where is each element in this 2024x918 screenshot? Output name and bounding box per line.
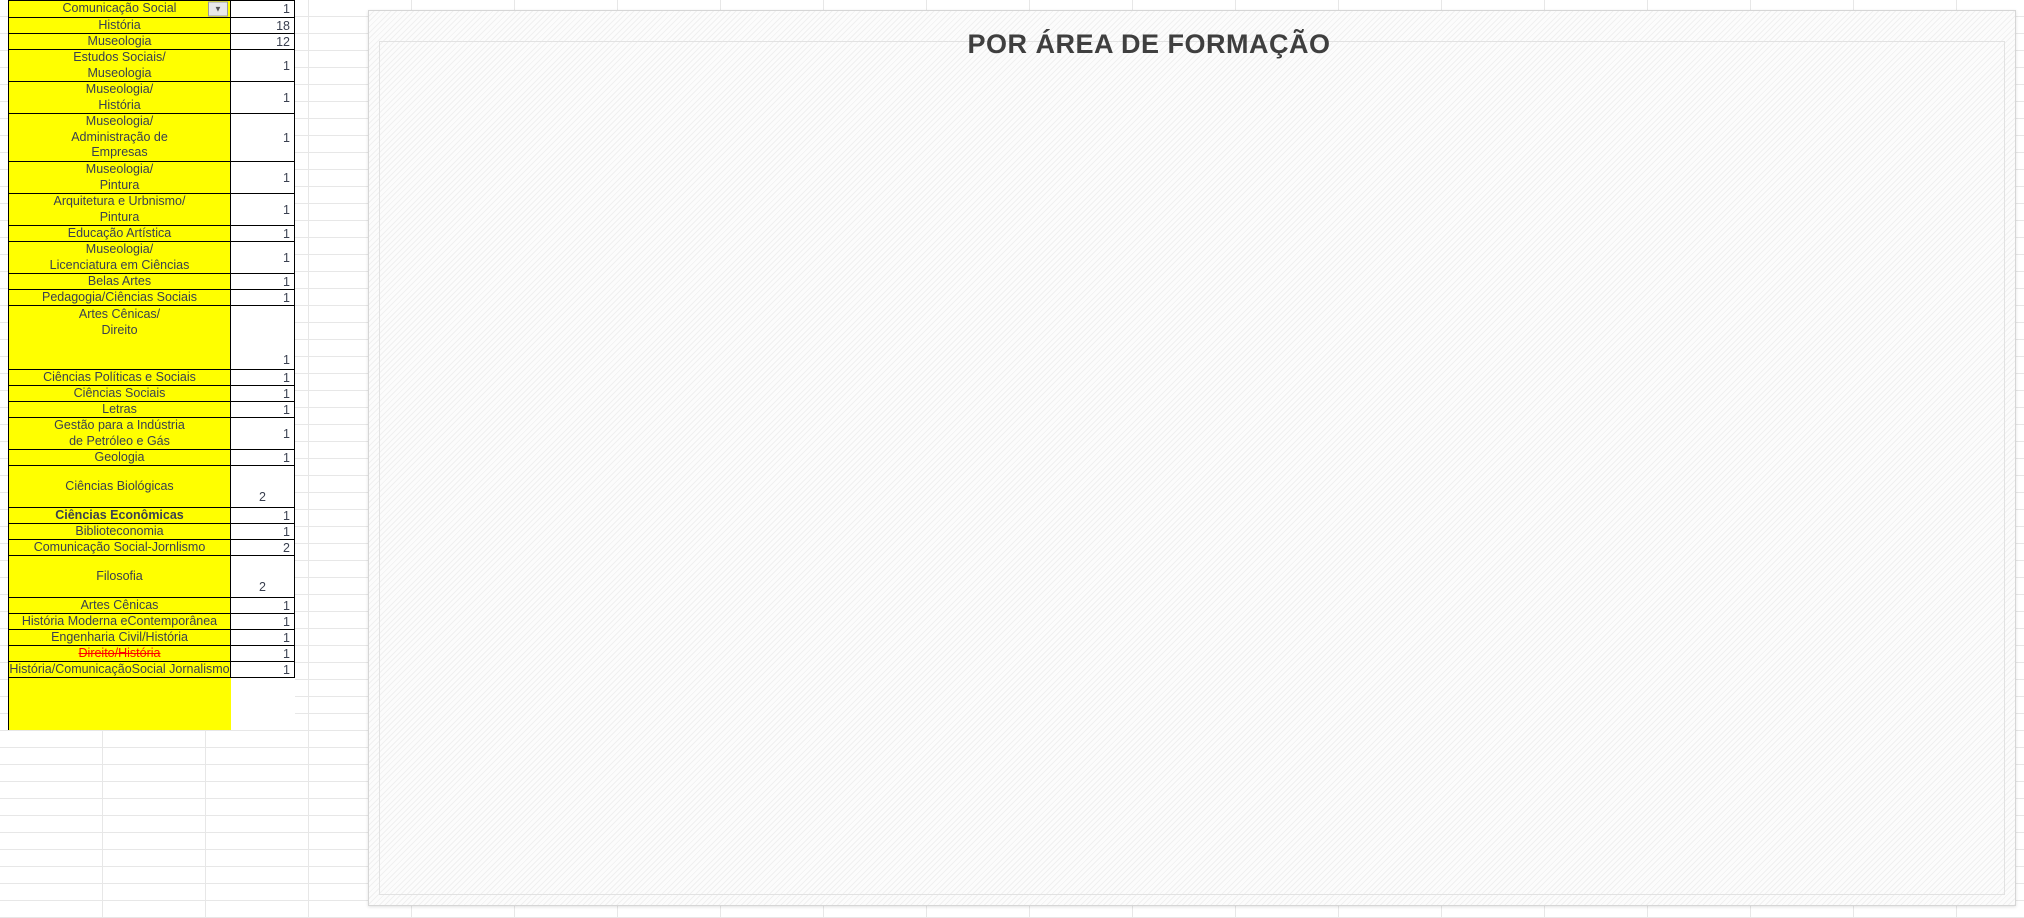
table-row: Filosofia 2 — [9, 556, 295, 598]
table-row: Engenharia Civil/História 1 — [9, 630, 295, 646]
table-row: Museologia/ Pintura 1 — [9, 162, 295, 194]
row-label-cell[interactable]: Letras — [9, 402, 231, 417]
row-label-cell[interactable]: Museologia/ Pintura — [9, 162, 231, 193]
row-label-cell[interactable]: Gestão para a Indústria de Petróleo e Gá… — [9, 418, 231, 449]
row-label-cell[interactable]: Geologia — [9, 450, 231, 465]
row-label-cell[interactable]: Filosofia — [9, 556, 231, 597]
row-label-cell[interactable]: História/ComunicaçãoSocial Jornalismo — [9, 661, 231, 677]
row-label-cell[interactable]: Direito/História — [9, 646, 231, 661]
row-value-cell[interactable]: 1 — [231, 646, 295, 661]
table-row: Letras 1 — [9, 402, 295, 418]
row-value-cell[interactable]: 1 — [231, 450, 295, 465]
row-value-cell[interactable]: 2 — [231, 466, 295, 507]
row-value-cell[interactable]: 18 — [231, 18, 295, 33]
row-value-cell[interactable]: 1 — [231, 226, 295, 241]
row-label-cell[interactable]: Museologia — [9, 34, 231, 49]
row-value-cell[interactable]: 1 — [231, 306, 295, 369]
row-label-cell[interactable]: Comunicação Social ▼ — [9, 1, 231, 17]
table-row: Educação Artística 1 — [9, 226, 295, 242]
table-row: Ciências Biológicas 2 — [9, 466, 295, 508]
row-label-cell[interactable]: Museologia/ História — [9, 82, 231, 113]
row-value-cell[interactable]: 1 — [231, 630, 295, 645]
chart-card: POR ÁREA DE FORMAÇÃO — [368, 10, 2016, 906]
row-value-cell[interactable]: 1 — [231, 386, 295, 401]
table-row: Artes Cênicas 1 — [9, 598, 295, 614]
row-label-cell[interactable]: Ciências Sociais — [9, 386, 231, 401]
table-row: Gestão para a Indústria de Petróleo e Gá… — [9, 418, 295, 450]
row-label-cell[interactable]: Artes Cênicas/ Direito — [9, 306, 231, 369]
row-value-cell[interactable]: 1 — [231, 162, 295, 193]
table-row: História/ComunicaçãoSocial Jornalismo 1 — [9, 662, 295, 678]
table-row: Museologia 12 — [9, 34, 295, 50]
table-row: História 18 — [9, 18, 295, 34]
row-label-cell[interactable]: Museologia/ Administração de Empresas — [9, 114, 231, 161]
row-value-cell[interactable]: 1 — [231, 50, 295, 81]
row-value-cell[interactable]: 1 — [231, 114, 295, 161]
table-row: Belas Artes 1 — [9, 274, 295, 290]
row-value-cell[interactable]: 2 — [231, 540, 295, 555]
table-row: Geologia 1 — [9, 450, 295, 466]
table-row: Direito/História 1 — [9, 646, 295, 662]
empty-yellow-block — [9, 678, 231, 730]
table-row: Museologia/ Administração de Empresas 1 — [9, 114, 295, 162]
table-row: Comunicação Social-Jornlismo 2 — [9, 540, 295, 556]
row-label-cell[interactable]: Arquitetura e Urbnismo/ Pintura — [9, 194, 231, 225]
filter-dropdown-icon[interactable]: ▼ — [208, 1, 228, 17]
row-label-cell[interactable]: Museologia/ Licenciatura em Ciências — [9, 242, 231, 273]
row-value-cell[interactable]: 1 — [231, 290, 295, 305]
row-label-cell[interactable]: História Moderna eContemporânea — [9, 614, 231, 629]
row-value-cell[interactable]: 1 — [231, 82, 295, 113]
row-value-cell[interactable]: 1 — [231, 662, 295, 677]
table-row: Ciências Sociais 1 — [9, 386, 295, 402]
table-row: Comunicação Social ▼ 1 — [9, 1, 295, 18]
spreadsheet-table: Comunicação Social ▼ 1 História 18 Museologia… — [8, 0, 295, 730]
row-label-cell[interactable]: Educação Artística — [9, 226, 231, 241]
table-row: Museologia/ História 1 — [9, 82, 295, 114]
row-label-cell[interactable]: Belas Artes — [9, 274, 231, 289]
row-label-cell[interactable]: Comunicação Social-Jornlismo — [9, 540, 231, 555]
row-value-cell[interactable]: 1 — [231, 274, 295, 289]
table-row: Ciências Políticas e Sociais 1 — [9, 370, 295, 386]
row-value-cell[interactable]: 1 — [231, 370, 295, 385]
row-value-cell[interactable]: 1 — [231, 402, 295, 417]
row-label-cell[interactable]: Biblioteconomia — [9, 524, 231, 539]
row-value-cell[interactable]: 1 — [231, 614, 295, 629]
row-label-cell[interactable]: Artes Cênicas — [9, 598, 231, 613]
row-label-cell[interactable]: Ciências Biológicas — [9, 466, 231, 507]
row-label-cell[interactable]: Pedagogia/Ciências Sociais — [9, 290, 231, 305]
table-row: Artes Cênicas/ Direito 1 — [9, 306, 295, 370]
row-label-cell[interactable]: Estudos Sociais/ Museologia — [9, 50, 231, 81]
row-value-cell[interactable]: 2 — [231, 556, 295, 597]
row-value-cell[interactable]: 1 — [231, 194, 295, 225]
row-label-cell[interactable]: Ciências Políticas e Sociais — [9, 370, 231, 385]
pie-chart[interactable] — [369, 11, 2017, 907]
table-row: Estudos Sociais/ Museologia 1 — [9, 50, 295, 82]
table-row: Arquitetura e Urbnismo/ Pintura 1 — [9, 194, 295, 226]
row-value-cell[interactable]: 12 — [231, 34, 295, 49]
row-value-cell[interactable]: 1 — [231, 242, 295, 273]
table-row: História Moderna eContemporânea 1 — [9, 614, 295, 630]
row-value-cell[interactable]: 1 — [231, 1, 295, 17]
row-value-cell[interactable]: 1 — [231, 508, 295, 523]
table-row: Ciências Econômicas 1 — [9, 508, 295, 524]
row-value-cell[interactable]: 1 — [231, 418, 295, 449]
table-row: Pedagogia/Ciências Sociais 1 — [9, 290, 295, 306]
row-value-cell[interactable]: 1 — [231, 598, 295, 613]
row-value-cell[interactable]: 1 — [231, 524, 295, 539]
row-label-cell[interactable]: Engenharia Civil/História — [9, 630, 231, 645]
row-label-cell[interactable]: Ciências Econômicas — [9, 508, 231, 523]
row-label-cell[interactable]: História — [9, 18, 231, 33]
table-row: Museologia/ Licenciatura em Ciências 1 — [9, 242, 295, 274]
chart-title: POR ÁREA DE FORMAÇÃO — [967, 29, 1331, 59]
table-row: Biblioteconomia 1 — [9, 524, 295, 540]
